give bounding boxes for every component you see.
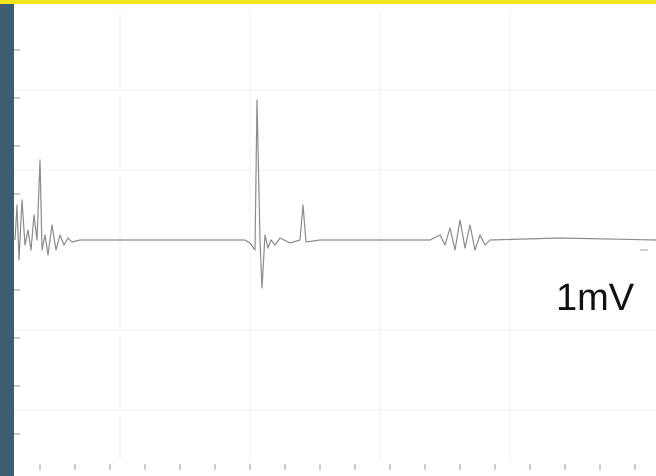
left-ticks (14, 49, 20, 435)
faint-grid (14, 10, 656, 460)
left-strip (0, 4, 14, 476)
bottom-ticks (39, 464, 636, 470)
annotation-label: 1mV (556, 277, 635, 319)
ecg-trace (14, 99, 656, 289)
top-border (0, 0, 656, 4)
